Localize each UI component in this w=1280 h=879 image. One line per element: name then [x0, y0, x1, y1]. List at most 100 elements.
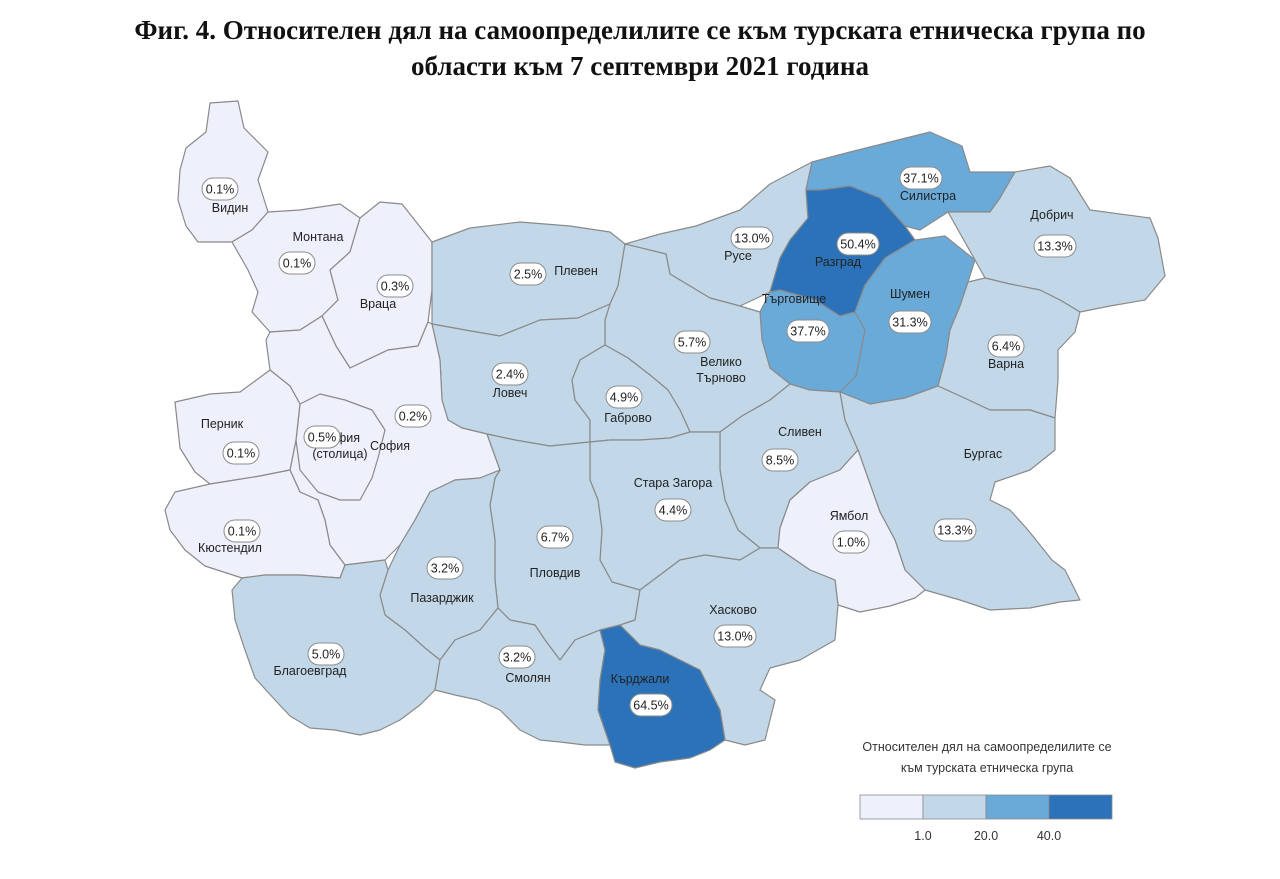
- value-badge-ruse: 13.0%: [730, 226, 774, 250]
- legend-tick-2: 20.0: [974, 829, 998, 843]
- region-name-smolyan: Смолян: [505, 671, 550, 685]
- legend-swatch-class4: [1048, 794, 1113, 820]
- value-text-pernik: 0.1%: [227, 447, 256, 461]
- value-badge-montana: 0.1%: [278, 251, 316, 275]
- value-text-vidin: 0.1%: [206, 183, 235, 197]
- region-name-kyustendil: Кюстендил: [198, 541, 262, 555]
- value-badge-dobrich: 13.3%: [1033, 234, 1077, 258]
- value-badge-burgas: 13.3%: [933, 518, 977, 542]
- value-text-ruse: 13.0%: [734, 232, 769, 246]
- region-sofia-city: [295, 393, 386, 501]
- value-text-montana: 0.1%: [283, 257, 312, 271]
- value-text-sofia-city: 0.5%: [308, 431, 337, 445]
- value-text-burgas: 13.3%: [937, 524, 972, 538]
- value-badge-haskovo: 13.0%: [713, 624, 757, 648]
- region-name-pleven: Плевен: [554, 264, 598, 278]
- region-name-sofia-oblast: София: [370, 439, 410, 453]
- region-name-pernik: Перник: [201, 417, 244, 431]
- value-badge-pernik: 0.1%: [222, 441, 260, 465]
- labels-layer: Видин 0.1% Монтана 0.1% Враца 0.3% Плевен 2.5% Р…: [198, 166, 1077, 717]
- value-text-yambol: 1.0%: [837, 536, 866, 550]
- region-name-stara-zagora: Стара Загора: [634, 476, 713, 490]
- region-name-vratsa: Враца: [360, 297, 396, 311]
- value-text-pazardzhik: 3.2%: [431, 562, 460, 576]
- value-text-dobrich: 13.3%: [1037, 240, 1072, 254]
- value-badge-targovishte: 37.7%: [786, 319, 830, 343]
- region-name-sliven: Сливен: [778, 425, 822, 439]
- value-badge-shumen: 31.3%: [888, 310, 932, 334]
- map-title-line2: области към 7 септември 2021 година: [411, 51, 869, 81]
- region-name-vidin: Видин: [212, 201, 249, 215]
- value-text-varna: 6.4%: [992, 340, 1021, 354]
- value-badge-pazardzhik: 3.2%: [426, 556, 464, 580]
- region-name-haskovo: Хасково: [709, 603, 757, 617]
- region-name-dobrich: Добрич: [1030, 208, 1073, 222]
- value-badge-sofia-oblast: 0.2%: [394, 404, 432, 428]
- value-text-shumen: 31.3%: [892, 316, 927, 330]
- region-name-razgrad: Разград: [815, 255, 862, 269]
- value-text-smolyan: 3.2%: [503, 651, 532, 665]
- region-name-varna: Варна: [988, 357, 1024, 371]
- legend-swatch-class1: [859, 794, 924, 820]
- value-text-stara-zagora: 4.4%: [659, 504, 688, 518]
- value-text-targovishte: 37.7%: [790, 325, 825, 339]
- value-badge-kyustendil: 0.1%: [223, 519, 261, 543]
- region-name-burgas: Бургас: [964, 447, 1002, 461]
- region-name-silistra: Силистра: [900, 189, 956, 203]
- value-text-sliven: 8.5%: [766, 454, 795, 468]
- value-badge-varna: 6.4%: [987, 334, 1025, 358]
- value-badge-smolyan: 3.2%: [498, 645, 536, 669]
- value-badge-lovech: 2.4%: [491, 362, 529, 386]
- value-text-vratsa: 0.3%: [381, 280, 410, 294]
- region-pernik: [174, 369, 301, 485]
- value-text-veliko-tarnovo: 5.7%: [678, 336, 707, 350]
- value-badge-gabrovo: 4.9%: [605, 385, 643, 409]
- region-name-veliko-tarnovo: Велико Търново: [696, 355, 746, 385]
- value-text-gabrovo: 4.9%: [610, 391, 639, 405]
- region-name-targovishte: Търговище: [762, 292, 826, 306]
- region-name-yambol: Ямбол: [830, 509, 869, 523]
- region-name-montana: Монтана: [293, 230, 344, 244]
- value-text-sofia-oblast: 0.2%: [399, 410, 428, 424]
- region-name-plovdiv: Пловдив: [530, 566, 581, 580]
- value-text-plovdiv: 6.7%: [541, 531, 570, 545]
- value-badge-veliko-tarnovo: 5.7%: [673, 330, 711, 354]
- value-badge-sofia-city: 0.5%: [303, 425, 341, 449]
- value-text-razgrad: 50.4%: [840, 238, 875, 252]
- region-name-blagoevgrad: Благоевград: [274, 664, 348, 678]
- region-name-pazardzhik: Пазарджик: [410, 591, 474, 605]
- legend: Относителен дял на самоопределилите се к…: [859, 740, 1113, 843]
- legend-swatch-class2: [922, 794, 987, 820]
- legend-title-line1: Относителен дял на самоопределилите се: [862, 740, 1111, 754]
- region-name-shumen: Шумен: [890, 287, 930, 301]
- region-name-kardzhali: Кърджали: [611, 672, 670, 686]
- value-text-haskovo: 13.0%: [717, 630, 752, 644]
- legend-tick-1: 1.0: [914, 829, 931, 843]
- value-text-silistra: 37.1%: [903, 172, 938, 186]
- value-badge-vratsa: 0.3%: [376, 274, 414, 298]
- legend-swatch-class3: [985, 794, 1050, 820]
- value-badge-plovdiv: 6.7%: [536, 525, 574, 549]
- legend-title-line2: към турската етническа група: [901, 761, 1073, 775]
- value-text-lovech: 2.4%: [496, 368, 525, 382]
- region-name-gabrovo: Габрово: [604, 411, 652, 425]
- value-text-pleven: 2.5%: [514, 268, 543, 282]
- value-text-kardzhali: 64.5%: [633, 699, 668, 713]
- value-badge-silistra: 37.1%: [899, 166, 943, 190]
- legend-tick-3: 40.0: [1037, 829, 1061, 843]
- region-name-lovech: Ловеч: [493, 386, 528, 400]
- value-badge-razgrad: 50.4%: [836, 232, 880, 256]
- region-name-ruse: Русе: [724, 249, 752, 263]
- value-badge-sliven: 8.5%: [761, 448, 799, 472]
- map-title-line1: Фиг. 4. Относителен дял на самоопределил…: [134, 15, 1146, 45]
- value-badge-yambol: 1.0%: [832, 530, 870, 554]
- value-badge-pleven: 2.5%: [509, 262, 547, 286]
- value-badge-blagoevgrad: 5.0%: [307, 642, 345, 666]
- value-text-blagoevgrad: 5.0%: [312, 648, 341, 662]
- value-badge-stara-zagora: 4.4%: [654, 498, 692, 522]
- value-badge-vidin: 0.1%: [201, 177, 239, 201]
- value-text-kyustendil: 0.1%: [228, 525, 257, 539]
- value-badge-kardzhali: 64.5%: [629, 693, 673, 717]
- region-vidin: [177, 100, 269, 243]
